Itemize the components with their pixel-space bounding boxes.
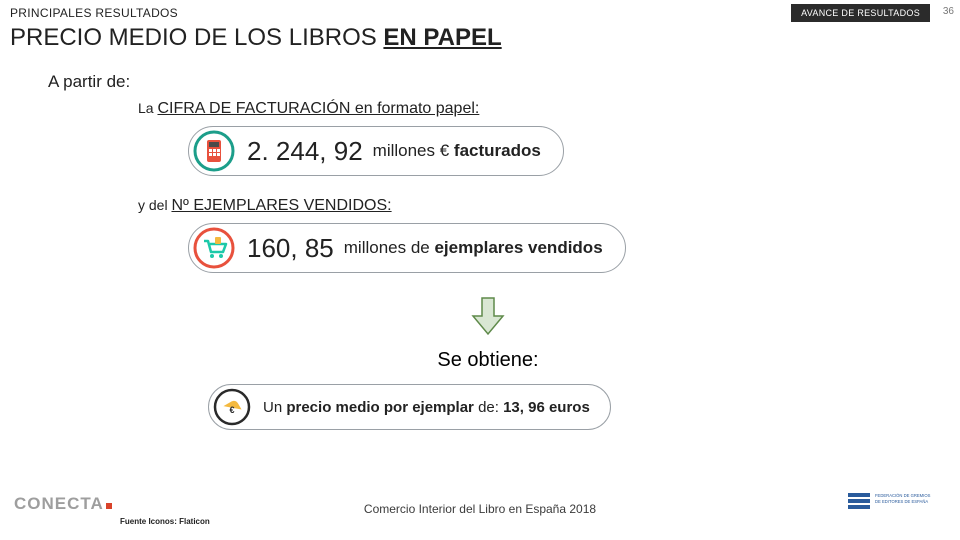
footer-title: Comercio Interior del Libro en España 20… — [0, 502, 960, 516]
title-emphasis: EN PAPEL — [383, 24, 501, 51]
block2-label: Nº EJEMPLARES VENDIDOS: — [171, 197, 391, 214]
result-bold1: precio medio por ejemplar — [286, 399, 474, 416]
block1-label-row: La CIFRA DE FACTURACIÓN en formato papel… — [138, 100, 960, 118]
result-row: € Un precio medio por ejemplar de: 13, 9… — [208, 384, 960, 431]
result-bold2: 13, 96 euros — [503, 399, 590, 416]
slide-title: PRECIO MEDIO DE LOS LIBROS EN PAPEL — [0, 20, 960, 52]
block1-unit-bold: facturados — [454, 141, 541, 160]
header-section-label: PRINCIPALES RESULTADOS — [10, 6, 178, 20]
content-area: A partir de: La CIFRA DE FACTURACIÓN en … — [0, 52, 960, 431]
title-prefix: PRECIO MEDIO DE LOS LIBROS — [10, 24, 383, 51]
price-tag-icon: € — [213, 388, 251, 426]
block1-label: CIFRA DE FACTURACIÓN en formato papel: — [157, 100, 479, 117]
cart-icon — [193, 227, 235, 269]
block1-unit: millones € facturados — [373, 141, 541, 161]
header-badge: AVANCE DE RESULTADOS — [791, 4, 930, 22]
block2-unit-prefix: millones de — [344, 238, 435, 257]
block2-label-row: y del Nº EJEMPLARES VENDIDOS: — [138, 197, 960, 215]
page-number: 36 — [943, 6, 954, 17]
source-note: Fuente Iconos: Flaticon — [120, 517, 210, 526]
obtain-label: Se obtiene: — [188, 349, 788, 372]
block2-unit-bold: ejemplares vendidos — [434, 238, 602, 257]
block1-prefix: La — [138, 100, 157, 116]
calculator-icon — [193, 130, 235, 172]
block2-unit: millones de ejemplares vendidos — [344, 238, 603, 258]
arrow-down — [188, 294, 788, 343]
intro-label: A partir de: — [48, 72, 960, 92]
svg-text:FEDERACIÓN DE GREMIOS: FEDERACIÓN DE GREMIOS — [875, 493, 931, 498]
block1-pill-row: 2. 244, 92 millones € facturados — [188, 126, 960, 177]
slide-header: PRINCIPALES RESULTADOS AVANCE DE RESULTA… — [0, 0, 960, 20]
result-text: Un precio medio por ejemplar de: 13, 96 … — [263, 399, 590, 416]
footer: CONECTA Fuente Iconos: Flaticon Comercio… — [0, 486, 960, 532]
result-mid: de: — [474, 399, 503, 416]
svg-text:DE EDITORES DE ESPAÑA: DE EDITORES DE ESPAÑA — [875, 499, 928, 504]
block2-prefix: y del — [138, 197, 171, 213]
federation-logo: FEDERACIÓN DE GREMIOS DE EDITORES DE ESP… — [848, 487, 948, 522]
block1-pill: 2. 244, 92 millones € facturados — [188, 126, 564, 176]
block1-unit-prefix: millones € — [373, 141, 454, 160]
block2-pill-row: 160, 85 millones de ejemplares vendidos — [188, 223, 960, 274]
block2-pill: 160, 85 millones de ejemplares vendidos — [188, 223, 626, 273]
block1-value: 2. 244, 92 — [247, 136, 363, 167]
arrow-down-icon — [466, 294, 510, 338]
result-prefix: Un — [263, 399, 286, 416]
svg-text:€: € — [229, 405, 234, 415]
result-pill: € Un precio medio por ejemplar de: 13, 9… — [208, 384, 611, 430]
block2-value: 160, 85 — [247, 233, 334, 264]
